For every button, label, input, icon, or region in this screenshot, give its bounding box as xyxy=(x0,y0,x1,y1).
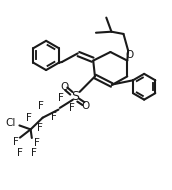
Text: F: F xyxy=(51,112,57,122)
Text: F: F xyxy=(34,138,40,148)
Text: S: S xyxy=(71,90,79,103)
Text: F: F xyxy=(17,148,23,158)
Text: F: F xyxy=(69,103,75,112)
Text: F: F xyxy=(13,138,19,147)
Text: O: O xyxy=(60,82,68,92)
Text: F: F xyxy=(37,123,42,133)
Text: F: F xyxy=(58,93,63,103)
Text: O: O xyxy=(81,101,90,111)
Text: O: O xyxy=(125,50,134,60)
Text: Cl: Cl xyxy=(5,118,15,128)
Text: F: F xyxy=(38,101,44,111)
Text: F: F xyxy=(31,148,37,158)
Text: F: F xyxy=(26,113,31,123)
